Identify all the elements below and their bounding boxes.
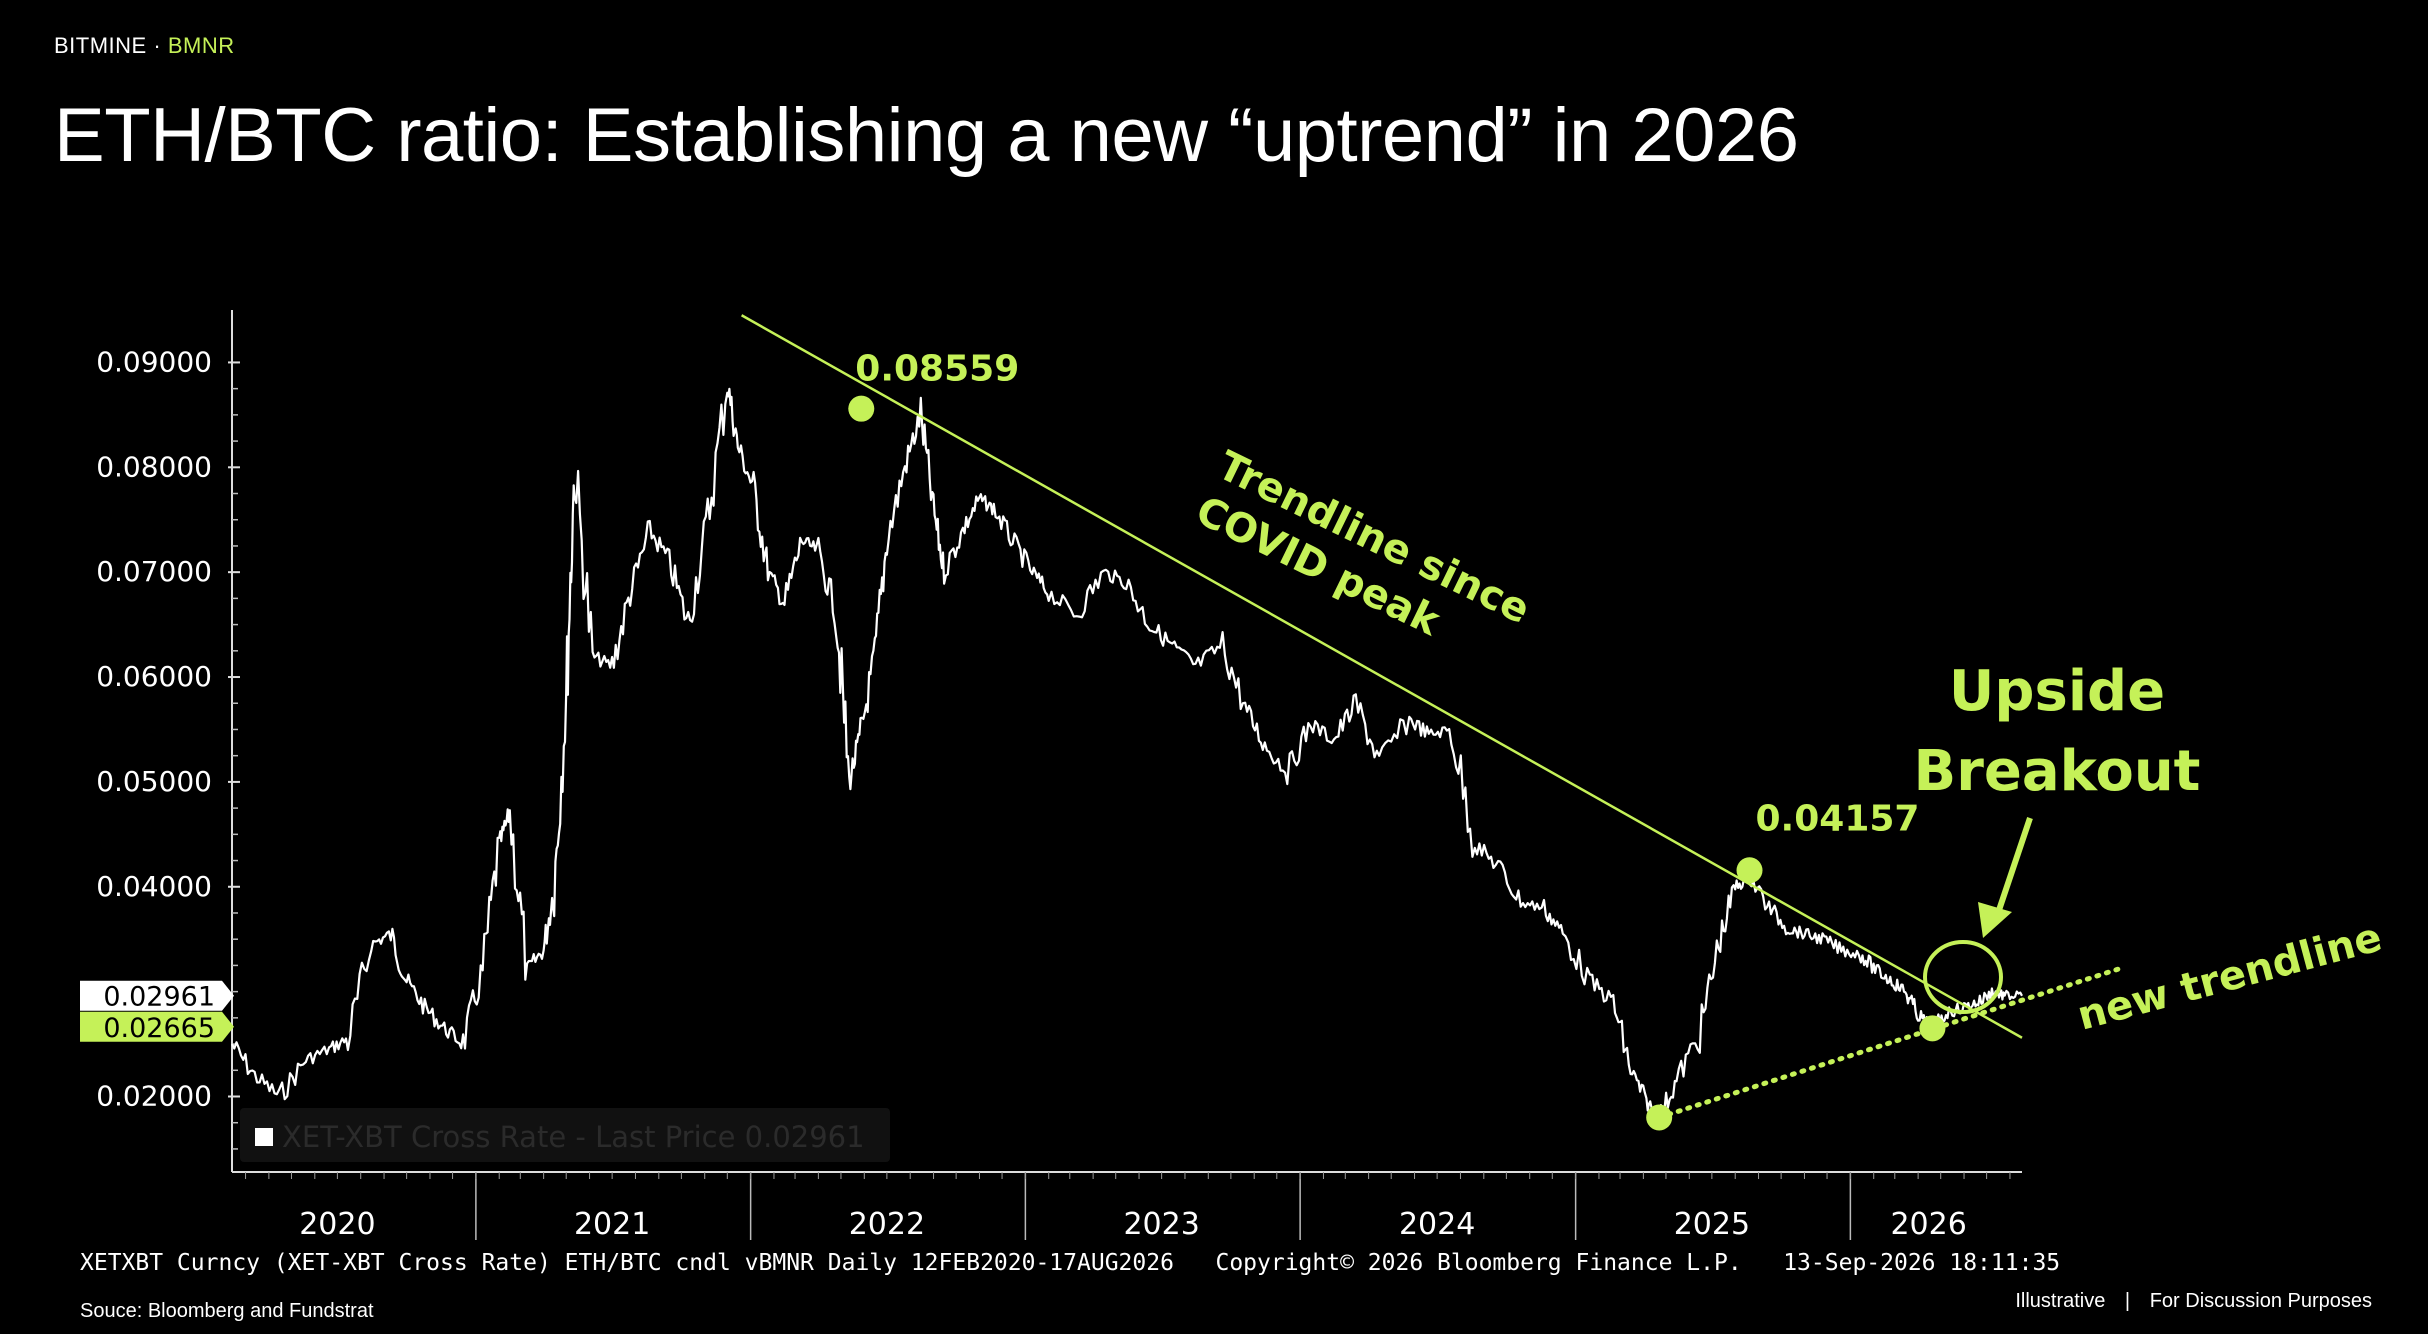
legend-swatch [255,1128,273,1146]
eth-btc-price-line [231,387,2023,1129]
brand-name: BITMINE [54,33,147,58]
trend-point-marker [1919,1015,1946,1042]
x-tick-label: 2024 [1399,1207,1475,1242]
x-tick-label: 2021 [574,1207,650,1242]
bloomberg-footer: XETXBT Curncy (XET-XBT Cross Rate) ETH/B… [80,1250,2061,1276]
new-trendline [1656,966,2123,1120]
brand: BITMINE · BMNR [54,33,235,59]
price-tag: 0.02961 [80,980,234,1013]
x-tick-label: 2020 [299,1207,375,1242]
second-peak-value-label: 0.04157 [1756,798,1920,839]
breakout-arrow-shaft [1992,817,2033,923]
x-tick-label: 2025 [1674,1207,1750,1242]
brand-ticker: BMNR [167,33,235,58]
breakout-circle [1923,940,2003,1014]
trend-point-marker [848,395,875,422]
price-tag-label: 0.02961 [103,982,215,1013]
y-tick-label: 0.08000 [96,450,212,483]
legend-entry: XET-XBT Cross Rate - Last Price 0.02961 [282,1120,865,1154]
trend-point-marker [1646,1104,1673,1131]
y-tick-label: 0.06000 [96,660,212,693]
price-series [231,387,2023,1129]
breakout-label-line2: Breakout [1914,739,2201,804]
chart-axes: 0.02000 0.04000 0.05000 0.06000 0.07000 0.080… [96,310,2022,1242]
price-tag-box [80,1011,234,1042]
source-note: Souce: Bloomberg and Fundstrat [80,1300,374,1322]
disclaimer-illustrative: Illustrative [2015,1290,2106,1312]
y-tick-label: 0.05000 [96,765,212,798]
peak-value-label: 0.08559 [855,349,1019,390]
covid-trendline [740,314,2023,1039]
x-tick-label: 2022 [849,1207,925,1242]
breakout-arrow-head [1978,902,2012,938]
y-tick-label: 0.04000 [96,870,212,903]
y-tick-label: 0.09000 [96,345,212,378]
disclaimer-separator: | [2124,1290,2131,1312]
disclaimer-discussion: For Discussion Purposes [2149,1290,2372,1312]
new-trendline-label: new trendline [2073,914,2387,1039]
x-tick-label: 2023 [1123,1207,1199,1242]
legend: XET-XBT Cross Rate - Last Price 0.02961 [240,1108,890,1162]
breakout-label-line1: Upside [1949,659,2165,724]
disclaimer: Illustrative | For Discussion Purposes [2015,1290,2372,1313]
page-title: ETH/BTC ratio: Establishing a new “uptre… [54,93,1799,178]
price-tag-box [80,980,234,1011]
new-trendline-label-text: new trendline [2073,914,2387,1039]
legend-box [240,1108,890,1162]
trend-point-marker [1736,857,1763,884]
price-tag-label: 0.02665 [103,1013,215,1044]
y-tick-label: 0.02000 [96,1079,212,1112]
x-tick-label: 2026 [1890,1207,1966,1242]
y-tick-label: 0.07000 [96,555,212,588]
brand-separator: · [153,33,162,58]
price-tag: 0.02665 [80,1011,234,1044]
